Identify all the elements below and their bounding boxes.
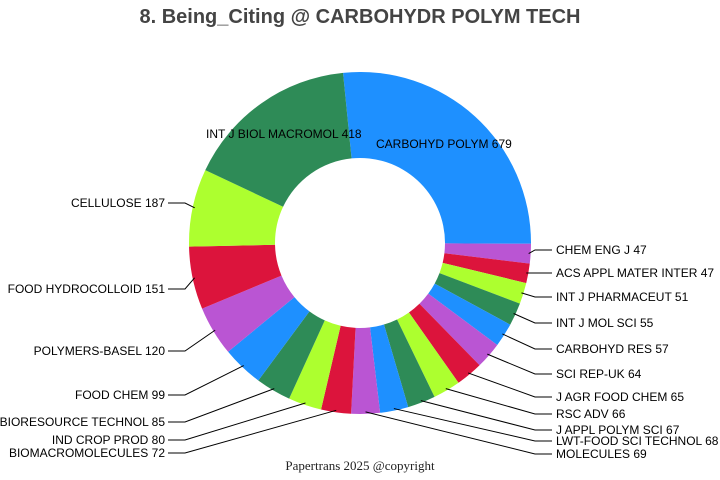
slice-j-agr-food-chem <box>408 303 480 383</box>
leader-line <box>168 402 306 441</box>
slice-label: ACS APPL MATER INTER 47 <box>556 266 714 280</box>
slice-acs-appl-mater-inter <box>442 253 530 284</box>
slice-ind-crop-prod <box>289 320 341 410</box>
leader-line <box>168 202 195 209</box>
copyright-footer: Papertrans 2025 @copyright <box>285 458 435 473</box>
slice-chem-eng-j <box>444 243 531 264</box>
slice-int-j-pharmaceut <box>439 262 527 304</box>
slice-label: CHEM ENG J 47 <box>556 243 647 257</box>
leader-line <box>393 408 552 442</box>
slice-label: MOLECULES 69 <box>556 447 647 461</box>
slice-food-chem <box>228 297 310 381</box>
slice-carbohyd-polym <box>343 72 531 244</box>
slice-rsc-adv <box>397 312 459 397</box>
leader-line <box>168 329 216 352</box>
slice-label: J AGR FOOD CHEM 65 <box>556 390 684 404</box>
leader-line <box>168 365 244 396</box>
slice-lwt-food-sci-technol <box>370 324 409 413</box>
slice-int-j-biol-macromol <box>205 72 352 207</box>
slice-label: BIORESOURCE TECHNOL 85 <box>0 415 165 429</box>
leader-line <box>467 372 552 398</box>
slice-molecules <box>351 327 381 414</box>
slice-label: INT J MOL SCI 55 <box>556 316 654 330</box>
slice-label: CARBOHYD RES 57 <box>556 342 669 356</box>
slice-label: CELLULOSE 187 <box>71 196 165 210</box>
slice-label: POLYMERS-BASEL 120 <box>34 344 166 358</box>
leader-line <box>168 277 196 290</box>
leader-line <box>365 411 552 455</box>
leader-line <box>487 353 552 375</box>
slice-label: BIOMACROMOLECULES 72 <box>9 446 165 460</box>
slice-cellulose <box>189 170 284 247</box>
leader-line <box>168 388 275 423</box>
slice-label: J APPL POLYM SCI 67 <box>556 423 680 437</box>
slice-label: FOOD HYDROCOLLOID 151 <box>8 282 166 296</box>
slice-label: SCI REP-UK 64 <box>556 367 642 381</box>
leader-line <box>168 409 337 454</box>
slice-int-j-mol-sci <box>434 273 520 325</box>
slice-label: INT J BIOL MACROMOL 418 <box>206 127 362 141</box>
leader-line <box>521 292 552 298</box>
slice-j-appl-polym-sci <box>383 319 435 408</box>
slice-biomacromolecules <box>321 325 356 414</box>
slice-food-hydrocolloid <box>189 244 282 309</box>
slice-label: IND CROP PROD 80 <box>52 433 165 447</box>
leader-line <box>513 313 552 324</box>
slice-sci-rep-uk <box>419 293 498 366</box>
slice-label: CARBOHYD POLYM 679 <box>376 137 512 151</box>
leader-line <box>420 400 552 431</box>
chart-title: 8. Being_Citing @ CARBOHYDR POLYM TECH <box>139 6 581 28</box>
leader-line <box>528 249 552 255</box>
leader-line <box>502 333 552 350</box>
slice-label: RSC ADV 66 <box>556 407 626 421</box>
leader-line <box>445 388 552 415</box>
slice-label: LWT-FOOD SCI TECHNOL 68 <box>556 434 719 448</box>
slice-polymers-basel <box>202 275 295 352</box>
slice-carbohyd-res <box>428 283 511 345</box>
slice-label: FOOD CHEM 99 <box>75 388 165 402</box>
slice-label: INT J PHARMACEUT 51 <box>556 290 689 304</box>
slice-bioresource-technol <box>258 311 325 399</box>
